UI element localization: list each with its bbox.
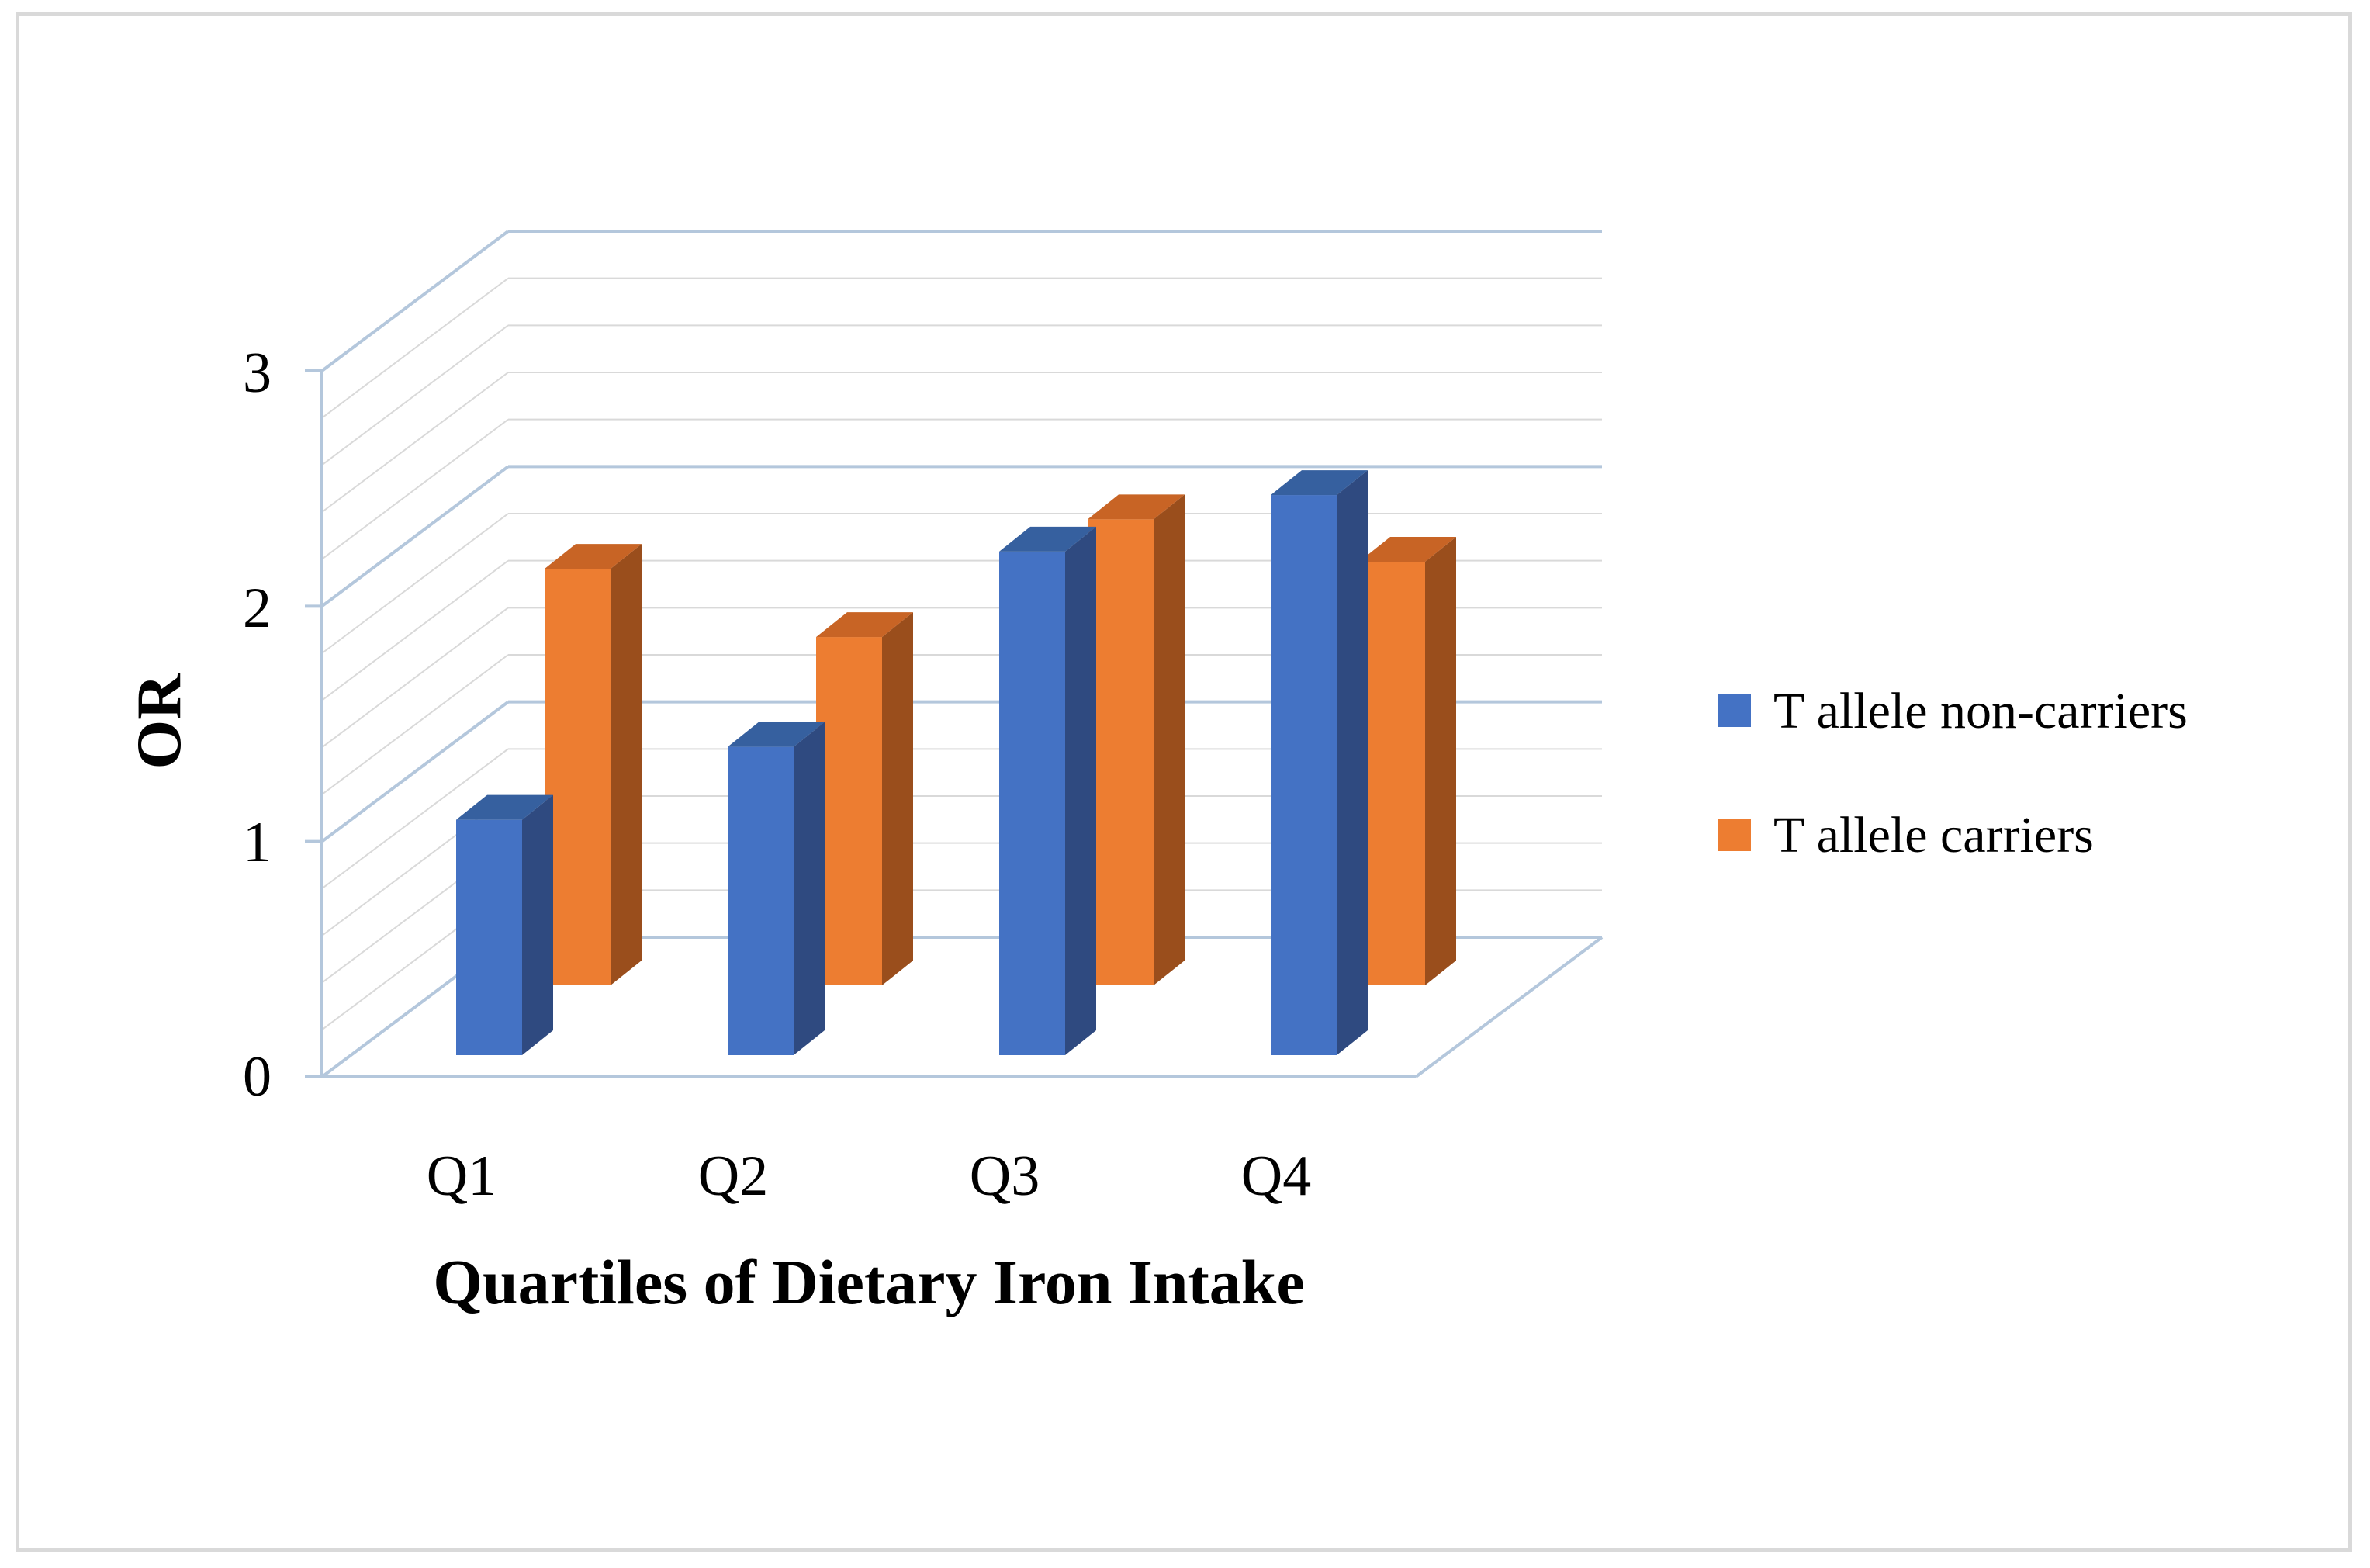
floor-right-edge [1414,936,1604,1078]
x-tick-label: Q3 [970,1144,1040,1208]
bar-carriers-q1-side [611,544,642,985]
bar-carriers-q4-front [1359,562,1425,985]
side-wall-gridline [321,418,509,560]
bar-carriers-q3-top [1088,494,1185,520]
bar-non-carriers-q2-front [728,746,794,1055]
side-wall-gridline [321,372,509,513]
bar-non-carriers-q1-top [456,794,553,820]
bar-non-carriers-q3-front [999,551,1065,1055]
bar-carriers-q1-top [545,544,642,569]
bar-non-carriers-q3-top [999,526,1096,552]
bar-non-carriers-q1-front [456,819,522,1055]
side-wall-gridline [321,654,509,795]
x-tick-label: Q4 [1241,1144,1311,1208]
bar-carriers-q3 [1088,494,1185,985]
side-wall-gridline [320,465,510,607]
x-axis-title: Quartiles of Dietary Iron Intake [433,1247,1305,1317]
bar-carriers-q3-front [1088,519,1154,985]
bar-non-carriers-q3-side [1065,526,1096,1055]
y-tick-label: 3 [243,341,272,405]
bar-carriers-q2-top [816,612,913,638]
bar-carriers-q4 [1359,537,1456,985]
side-wall-gridline [321,748,509,890]
bar-carriers-q1-front [545,569,611,985]
bar-non-carriers-q1-side [522,794,553,1055]
legend-label-non-carriers: T allele non-carriers [1773,683,2188,739]
y-tick-label: 0 [243,1045,272,1109]
side-wall-gridline [320,701,510,843]
side-wall-gridline [321,324,509,466]
y-tick-label: 1 [243,811,272,874]
bar-non-carriers-q2-side [794,722,825,1055]
side-wall-gridline [321,513,509,654]
bar-non-carriers-q4-top [1271,470,1368,496]
x-tick-label: Q1 [427,1144,496,1208]
legend-label-carriers: T allele carriers [1773,807,2094,864]
side-wall-gridline [321,559,509,701]
bar-non-carriers-q4-front [1271,495,1337,1055]
bar-carriers-q2-front [816,637,882,985]
side-wall-gridline [321,607,509,749]
bar-non-carriers-q3 [999,526,1096,1055]
bar-non-carriers-q4 [1271,470,1368,1055]
bar-non-carriers-q1 [456,794,553,1055]
y-tick-label: 2 [243,576,272,640]
chart-bars [456,470,1456,1055]
x-tick-label: Q2 [698,1144,768,1208]
side-wall-gridline [321,277,509,419]
bar-carriers-q4-side [1425,537,1456,985]
legend-swatch-non-carriers [1718,694,1751,727]
y-axis-title: OR [123,673,194,770]
bar-non-carriers-q4-side [1337,470,1368,1055]
bar-non-carriers-q2 [728,722,825,1055]
side-wall-gridline [320,230,510,372]
bar-carriers-q4-top [1359,537,1456,562]
bar-carriers-q2-side [882,612,913,985]
legend-swatch-carriers [1718,819,1751,851]
bar-carriers-q2 [816,612,913,985]
bar-carriers-q1 [545,544,642,985]
bar-non-carriers-q2-top [728,722,825,747]
bar-carriers-q3-side [1154,494,1185,985]
